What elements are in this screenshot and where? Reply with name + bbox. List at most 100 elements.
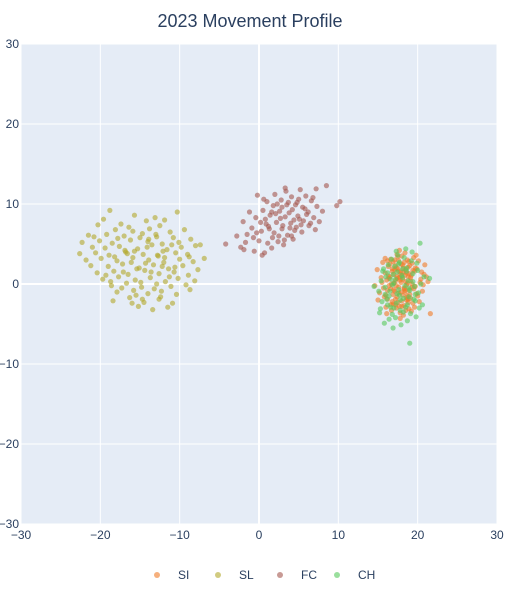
data-point (79, 239, 85, 245)
data-point (134, 266, 140, 272)
legend-item-si[interactable]: SI (154, 568, 189, 582)
data-point (262, 216, 268, 222)
legend-item-sl[interactable]: SL (215, 568, 254, 582)
data-point (85, 232, 92, 238)
data-point (183, 282, 189, 288)
data-point (158, 294, 164, 300)
data-point (282, 214, 288, 220)
data-point (296, 216, 303, 222)
data-point (169, 300, 176, 306)
data-point (130, 255, 136, 261)
data-point (165, 266, 172, 272)
data-point (128, 259, 134, 265)
data-point (132, 277, 138, 283)
data-point (127, 237, 134, 243)
data-point (107, 207, 113, 213)
data-point (284, 232, 291, 238)
data-point (112, 254, 118, 260)
data-point (392, 315, 399, 321)
data-point (147, 275, 153, 281)
data-point (316, 219, 322, 225)
legend-label: CH (358, 568, 375, 582)
data-point (137, 235, 143, 241)
data-point (386, 316, 392, 322)
data-point (288, 194, 295, 200)
data-point (292, 202, 299, 208)
data-point (116, 243, 122, 249)
data-point (249, 225, 255, 231)
x-tick-label: −30 (11, 528, 32, 542)
data-point (260, 207, 266, 213)
series-sl (77, 207, 207, 313)
data-point (277, 215, 284, 221)
legend-item-ch[interactable]: CH (334, 568, 375, 582)
x-tick-label: −20 (90, 528, 111, 542)
data-point (390, 271, 396, 277)
data-point (83, 257, 89, 263)
data-point (138, 279, 144, 285)
data-point (411, 283, 418, 289)
data-point (281, 237, 287, 243)
data-point (272, 191, 278, 197)
data-point (100, 216, 107, 222)
data-point (174, 209, 180, 215)
data-point (125, 271, 131, 277)
data-point (401, 259, 407, 265)
data-point (185, 272, 191, 278)
legend[interactable]: SI SL FC CH (154, 568, 375, 582)
data-point (138, 284, 145, 290)
data-point (131, 212, 138, 218)
data-point (254, 230, 260, 236)
data-point (129, 300, 135, 306)
data-point (105, 263, 111, 269)
y-tick-label: −30 (0, 517, 19, 531)
data-point (278, 197, 284, 203)
data-point (192, 278, 198, 284)
data-point (288, 220, 294, 226)
data-point (314, 203, 320, 209)
data-point (392, 276, 399, 282)
data-point (396, 287, 402, 293)
data-point (185, 251, 191, 257)
data-point (384, 311, 390, 317)
data-point (391, 287, 397, 293)
data-point (285, 199, 291, 205)
data-point (273, 211, 279, 217)
data-point (259, 252, 265, 258)
data-point (276, 233, 282, 239)
data-point (275, 239, 281, 245)
data-point (142, 267, 148, 273)
data-point (410, 271, 416, 277)
legend-item-fc[interactable]: FC (277, 568, 317, 582)
data-point (115, 274, 122, 280)
data-point (404, 302, 410, 308)
data-points (77, 183, 433, 346)
x-tick-label: 20 (411, 528, 425, 542)
data-point (282, 185, 288, 191)
data-point (412, 291, 418, 297)
data-point (397, 297, 403, 303)
data-point (307, 220, 314, 226)
legend-marker (277, 572, 283, 578)
data-point (409, 249, 415, 255)
data-point (197, 242, 203, 248)
data-point (414, 260, 420, 266)
legend-marker (334, 572, 340, 578)
chart-title: 2023 Movement Profile (157, 11, 342, 31)
data-point (162, 279, 168, 285)
y-axis-ticks: −30 −20 −10 0 10 20 30 (0, 37, 19, 531)
data-point (323, 183, 330, 189)
data-point (271, 230, 277, 236)
data-point (426, 275, 433, 281)
data-point (280, 242, 287, 248)
data-point (159, 241, 165, 247)
data-point (258, 228, 264, 234)
data-point (91, 234, 97, 240)
y-tick-label: 10 (6, 197, 20, 211)
data-point (380, 259, 386, 265)
data-point (223, 241, 229, 247)
data-point (394, 269, 400, 275)
data-point (154, 252, 161, 258)
data-point (390, 325, 396, 331)
